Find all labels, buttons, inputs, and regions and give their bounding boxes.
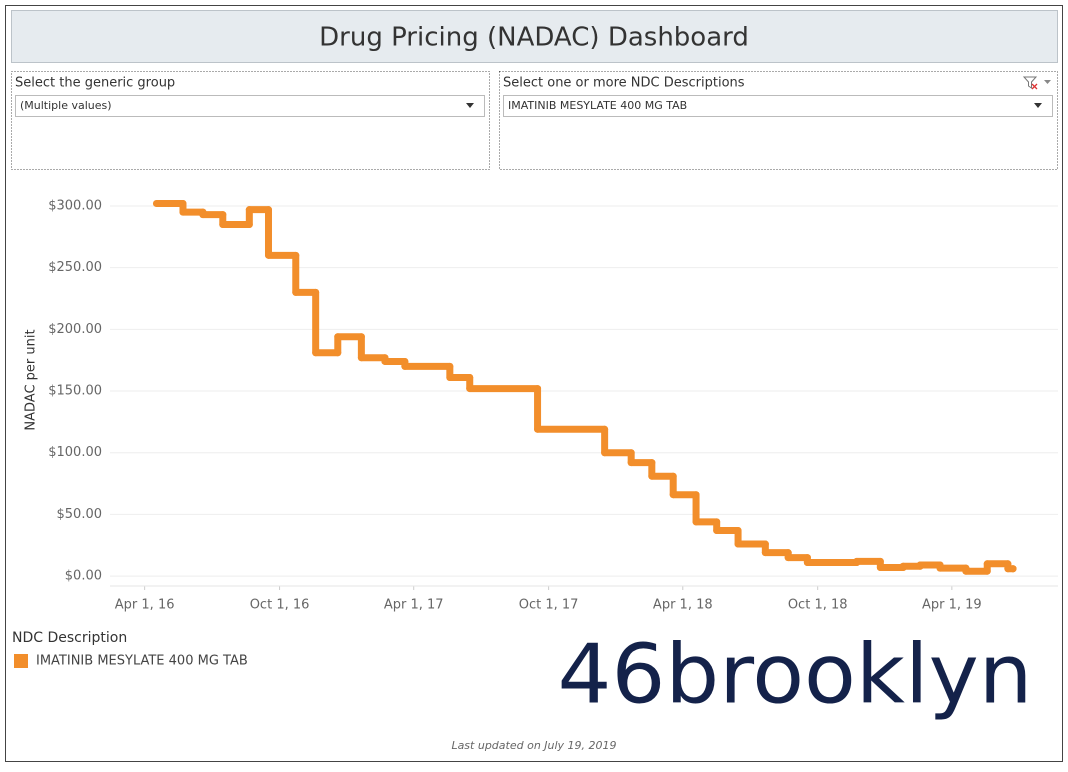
legend-swatch — [14, 654, 28, 668]
dropdown-value[interactable]: (Multiple values) — [20, 99, 112, 112]
x-tick-label: Apr 1, 18 — [653, 598, 713, 613]
dropdown-value[interactable]: IMATINIB MESYLATE 400 MG TAB — [508, 99, 687, 112]
filter-label: Select the generic group — [15, 76, 175, 91]
x-tick-label: Apr 1, 16 — [115, 598, 175, 613]
y-tick-label: $250.00 — [48, 260, 102, 275]
y-tick-label: $200.00 — [48, 322, 102, 337]
dropdown-arrow[interactable] — [1034, 103, 1042, 108]
legend-label: IMATINIB MESYLATE 400 MG TAB — [36, 654, 248, 669]
x-tick-label: Oct 1, 17 — [519, 598, 579, 613]
footer: Last updated on July 19, 2019 — [451, 739, 616, 752]
chart: $0.00 $50.00 $100.00 $150.00 $200.00 $250.00 $… — [24, 198, 1058, 613]
y-tick-label: $0.00 — [65, 569, 102, 584]
frame — [5, 5, 1063, 762]
x-tick-label: Oct 1, 18 — [788, 598, 848, 613]
y-tick-label: $50.00 — [57, 507, 103, 522]
clear-filter-x[interactable] — [1031, 83, 1038, 90]
dropdown[interactable] — [503, 95, 1053, 117]
filter-label: Select one or more NDC Descriptions — [503, 76, 745, 91]
x-tick-label: Apr 1, 19 — [922, 598, 982, 613]
clear-filter-icon[interactable] — [1022, 76, 1038, 89]
x-tick-label: Apr 1, 17 — [384, 598, 444, 613]
filter-panel — [499, 71, 1058, 170]
dropdown[interactable] — [15, 95, 485, 117]
title: Drug Pricing (NADAC) Dashboard — [319, 23, 749, 53]
x-tick-label: Oct 1, 16 — [250, 598, 310, 613]
logo: 46brooklyn — [558, 627, 1033, 722]
dropdown-arrow[interactable] — [466, 103, 474, 108]
menu-arrow[interactable] — [1044, 80, 1051, 84]
legend-title: NDC Description — [12, 630, 127, 646]
y-tick-label: $150.00 — [48, 384, 102, 399]
y-axis-label: NADAC per unit — [24, 329, 39, 430]
y-tick-label: $100.00 — [48, 445, 102, 460]
title-box — [11, 10, 1058, 63]
y-tick-label: $300.00 — [48, 198, 102, 213]
